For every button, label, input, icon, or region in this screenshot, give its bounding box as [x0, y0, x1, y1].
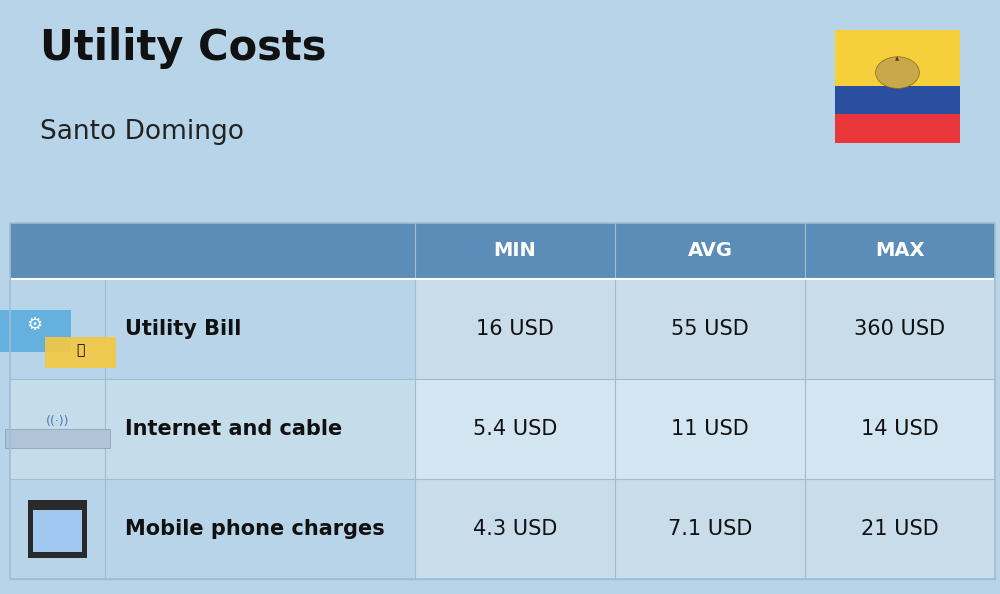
Text: 5.4 USD: 5.4 USD [473, 419, 557, 439]
Bar [10, 223, 995, 579]
Bar [415, 279, 615, 379]
Bar [10, 279, 105, 379]
Bar [105, 379, 415, 479]
Text: ⚙: ⚙ [27, 317, 43, 334]
Text: ((·)): ((·)) [46, 415, 69, 428]
Bar [805, 479, 995, 579]
Text: 14 USD: 14 USD [861, 419, 939, 439]
Bar [835, 115, 960, 143]
Text: 21 USD: 21 USD [861, 519, 939, 539]
Bar [615, 379, 805, 479]
Text: Utility Bill: Utility Bill [125, 319, 241, 339]
Bar [105, 479, 415, 579]
Bar [835, 30, 960, 86]
Text: Utility Costs: Utility Costs [40, 27, 326, 69]
Text: Mobile phone charges: Mobile phone charges [125, 519, 385, 539]
Text: 11 USD: 11 USD [671, 419, 749, 439]
Bar [5, 429, 110, 448]
Bar [33, 510, 82, 552]
Text: 4.3 USD: 4.3 USD [473, 519, 557, 539]
Bar [615, 279, 805, 379]
Text: MIN: MIN [494, 242, 536, 260]
Bar [28, 500, 87, 558]
Text: 🔌: 🔌 [76, 343, 84, 358]
Bar [10, 379, 105, 479]
Text: 7.1 USD: 7.1 USD [668, 519, 752, 539]
Text: 55 USD: 55 USD [671, 319, 749, 339]
Ellipse shape [876, 57, 919, 89]
Text: Internet and cable: Internet and cable [125, 419, 342, 439]
Bar [10, 479, 105, 579]
Bar [0, 310, 70, 352]
Text: ▲: ▲ [895, 56, 900, 62]
Bar [44, 337, 116, 368]
Bar [835, 86, 960, 115]
Text: 16 USD: 16 USD [476, 319, 554, 339]
Text: AVG: AVG [688, 242, 732, 260]
Text: MAX: MAX [875, 242, 925, 260]
Bar [805, 279, 995, 379]
Bar [415, 379, 615, 479]
Bar [105, 279, 415, 379]
Text: 360 USD: 360 USD [854, 319, 946, 339]
Bar [415, 479, 615, 579]
Bar [615, 479, 805, 579]
Bar [10, 223, 995, 279]
Text: Santo Domingo: Santo Domingo [40, 119, 244, 145]
Bar [805, 379, 995, 479]
